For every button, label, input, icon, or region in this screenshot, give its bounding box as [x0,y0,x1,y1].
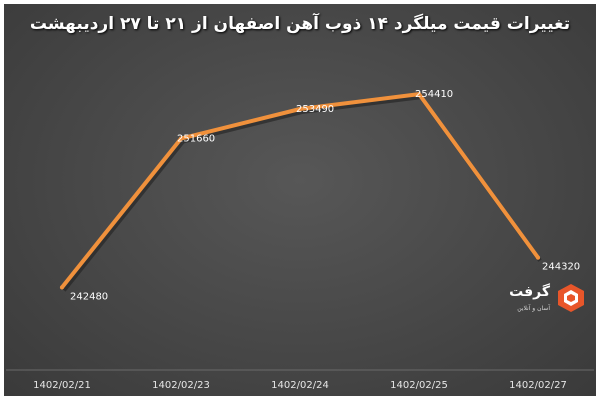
x-tick-label: 1402/02/24 [271,380,329,391]
x-tick-label: 1402/02/27 [509,380,567,391]
data-point [417,92,421,97]
logo-name: گرفت [509,284,550,300]
logo-tagline: آسان و آنلاین [517,305,550,312]
line-chart: 1402/02/21 1402/02/23 1402/02/24 1402/02/25… [6,89,594,391]
logo-mark-icon [558,284,584,312]
data-point [298,107,302,111]
data-point [536,255,540,260]
x-axis: 1402/02/21 1402/02/23 1402/02/24 1402/02/25… [6,369,594,391]
series-line-layer [60,92,542,292]
data-label: 253490 [296,104,334,115]
chart-frame: تغییرات قیمت میلگرد ۱۴ ذوب آهن اصفهان از… [4,4,596,396]
data-label: 242480 [70,291,108,302]
chart-title: تغییرات قیمت میلگرد ۱۴ ذوب آهن اصفهان از… [29,14,571,34]
data-label: 244320 [542,262,580,273]
x-tick-label: 1402/02/21 [33,380,91,391]
data-label: 251660 [177,134,215,145]
series-line [60,92,540,290]
brand-logo: گرفت آسان و آنلاین [490,283,586,323]
data-label: 254410 [415,89,453,100]
data-point [179,136,183,141]
x-tick-label: 1402/02/23 [152,380,210,391]
data-point [60,285,64,290]
data-label-layer: 242480 251660 253490 254410 244320 [70,89,580,302]
x-tick-label: 1402/02/25 [390,380,448,391]
